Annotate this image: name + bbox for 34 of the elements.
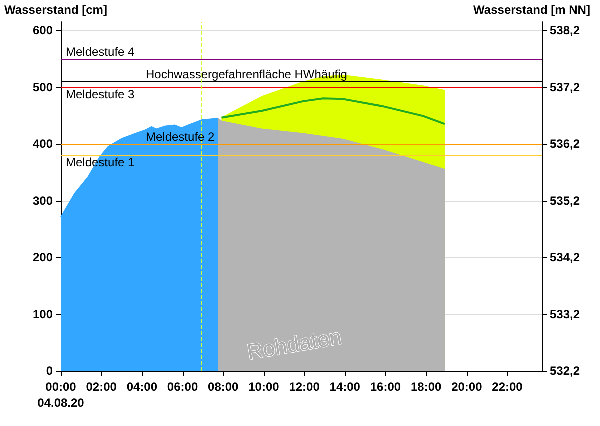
y2-tick-label: 532,2 (550, 364, 580, 378)
y-axis-title: Wasserstand [cm] (4, 3, 108, 17)
ref-line-label: Meldestufe 2 (146, 130, 216, 144)
line-series (220, 98, 446, 126)
x-tick-label: 00:00 04.08.20 (38, 380, 85, 410)
y-tick-label: 0 (46, 364, 54, 378)
ref-line-label: Meldestufe 4 (66, 44, 136, 59)
x-tick-label: 22:00 (492, 380, 524, 394)
y2-axis-title: Wasserstand [m NN] (474, 3, 590, 17)
x-tick-label: 18:00 (410, 380, 442, 394)
y2-tick-label: 534,2 (550, 250, 580, 265)
y-tick-label: 600 (32, 24, 54, 38)
x-tick-label: 04:00 (126, 380, 158, 394)
ref-line-label: Meldestufe 3 (66, 87, 136, 102)
y-tick-label: 400 (32, 137, 54, 152)
y2-tick-label: 535,2 (550, 194, 580, 208)
y-tick-label: 500 (32, 80, 54, 94)
annotation: Rohdaten (245, 324, 344, 365)
y2-tick-label: 536,2 (550, 137, 580, 152)
x-tick-label: 16:00 (370, 380, 402, 394)
y-tick-label: 200 (32, 250, 54, 265)
y2-tick-label: 533,2 (550, 307, 580, 322)
x-tick-label: 10:00 (248, 380, 280, 394)
x-tick-label: 20:00 (452, 380, 483, 394)
y-tick-label: 100 (32, 307, 54, 322)
x-tick-label: 12:00 (289, 380, 320, 394)
y2-tick-label: 537,2 (550, 80, 580, 94)
x-tick-label: 06:00 (167, 380, 198, 394)
ref-line-label: Hochwassergefahrenfläche HWhäufig (146, 68, 348, 82)
y2-tick-label: 538,2 (550, 24, 580, 38)
x-tick-label: 02:00 (86, 380, 118, 394)
x-tick-label: 08:00 (208, 380, 240, 394)
y-tick-label: 300 (32, 194, 54, 208)
x-tick-label: 14:00 (330, 380, 361, 394)
